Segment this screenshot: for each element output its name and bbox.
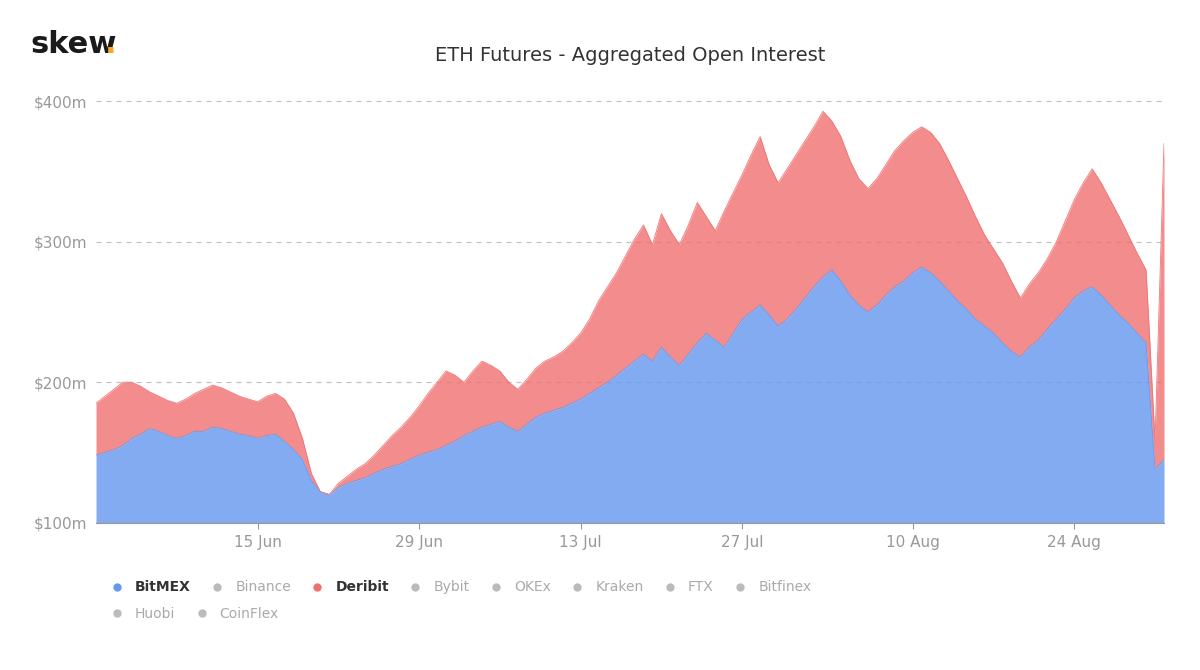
Text: skew: skew <box>30 30 116 59</box>
Text: .: . <box>104 30 116 59</box>
Legend: Huobi, CoinFlex: Huobi, CoinFlex <box>103 607 278 621</box>
Title: ETH Futures - Aggregated Open Interest: ETH Futures - Aggregated Open Interest <box>434 46 826 65</box>
